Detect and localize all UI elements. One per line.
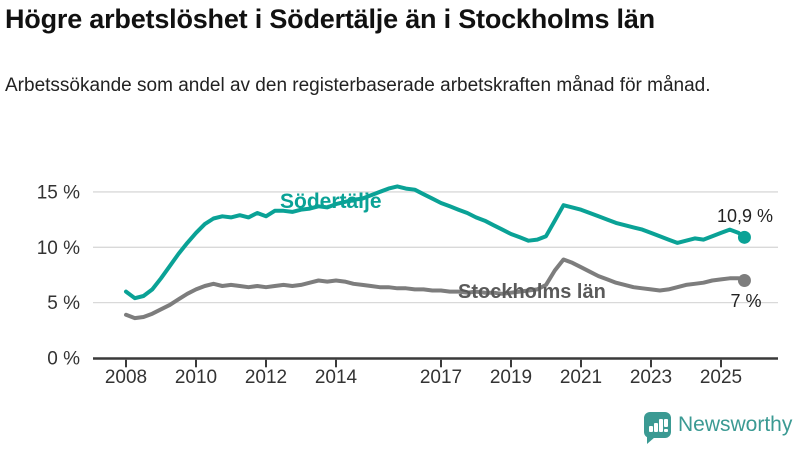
series-line-stockholms-lan [124,257,747,321]
x-axis-tick-label: 2014 [315,367,358,388]
series-end-value-label: 10,9 % [717,206,773,226]
y-axis-tick-label: 0 % [47,349,80,370]
series-end-dot [737,274,751,288]
series-end-dot [737,230,751,244]
y-axis-tick-label: 10 % [37,238,80,259]
x-axis-tick-label: 2017 [420,367,462,388]
x-axis-tick-label: 2021 [560,367,602,388]
series-label: Stockholms län [458,281,606,303]
series-end-value-label: 7 % [730,291,761,311]
newsworthy-logo[interactable]: Newsworthy [644,412,793,444]
x-axis-tick-label: 2012 [245,367,287,388]
series-label: Södertälje [280,190,382,213]
x-axis-tick-label: 2023 [630,367,672,388]
y-axis-tick-label: 15 % [37,182,80,203]
newsworthy-speech-bubble-bar-chart-icon [644,412,671,444]
x-axis-tick-label: 2008 [105,367,147,388]
x-axis-tick-label: 2010 [175,367,217,388]
series-line-sodertalje [124,184,747,301]
chart-subtitle: Arbetssökande som andel av den registerb… [5,75,711,96]
page-title: Högre arbetslöshet i Södertälje än i Sto… [5,4,655,34]
brand-name: Newsworthy [678,413,793,436]
x-axis-tick-label: 2025 [700,367,742,388]
x-axis-tick-label: 2019 [490,367,532,388]
y-axis-tick-label: 5 % [47,293,80,314]
